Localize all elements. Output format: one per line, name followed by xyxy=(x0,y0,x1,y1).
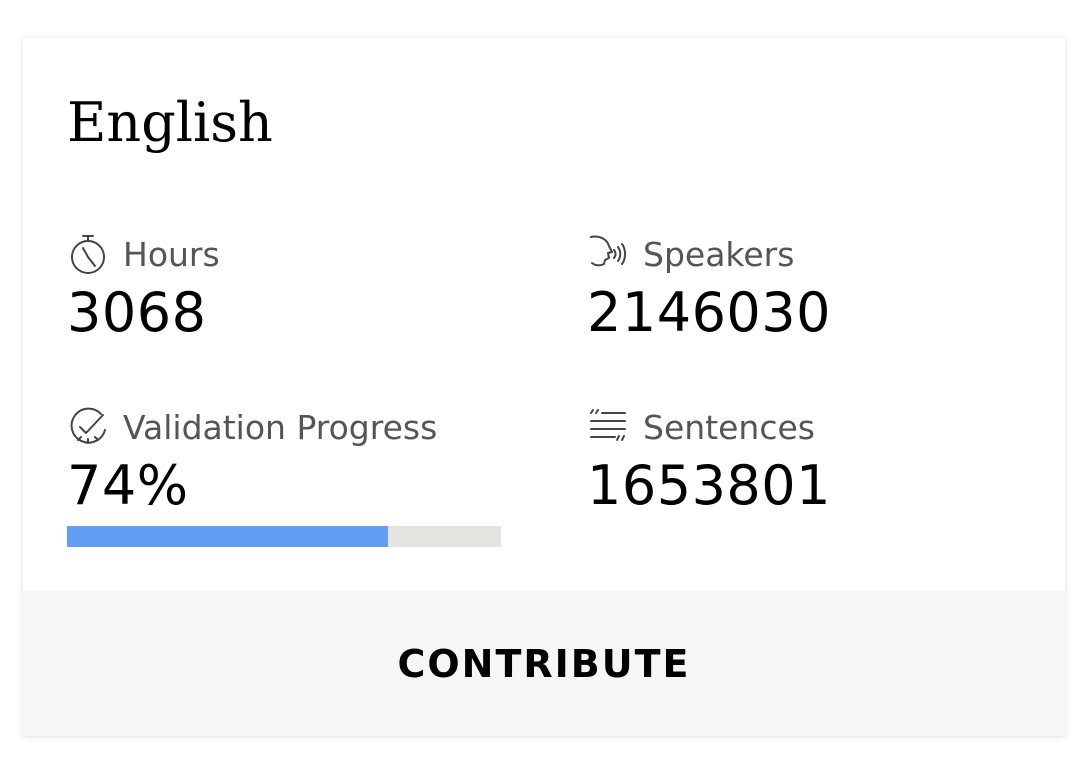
validation-progress-bar xyxy=(67,526,501,547)
speaking-head-icon xyxy=(587,233,629,275)
quote-lines-icon xyxy=(587,406,629,448)
stat-sentences-value: 1653801 xyxy=(587,454,831,517)
stat-speakers-header: Speakers xyxy=(587,232,831,276)
stat-sentences-header: Sentences xyxy=(587,405,831,449)
language-title: English xyxy=(67,91,273,154)
stopwatch-icon xyxy=(67,233,109,275)
check-circle-icon xyxy=(67,406,109,448)
language-card: English Hours 3068 xyxy=(23,38,1065,736)
stat-sentences: Sentences 1653801 xyxy=(587,405,831,519)
stat-validation-header: Validation Progress xyxy=(67,405,437,449)
contribute-button[interactable]: CONTRIBUTE xyxy=(23,591,1065,736)
contribute-label: CONTRIBUTE xyxy=(397,641,691,686)
stat-validation-value: 74% xyxy=(67,454,189,517)
stat-hours-value: 3068 xyxy=(67,281,207,344)
stat-speakers-value: 2146030 xyxy=(587,281,831,344)
stat-validation-label: Validation Progress xyxy=(123,407,438,447)
stat-validation: Validation Progress 74% xyxy=(67,405,437,519)
stat-speakers-label: Speakers xyxy=(643,234,795,274)
stat-hours-label: Hours xyxy=(123,234,220,274)
stat-sentences-label: Sentences xyxy=(643,407,815,447)
stat-hours-header: Hours xyxy=(67,232,220,276)
stat-hours: Hours 3068 xyxy=(67,232,220,346)
stat-speakers: Speakers 2146030 xyxy=(587,232,831,346)
validation-progress-fill xyxy=(67,526,389,547)
